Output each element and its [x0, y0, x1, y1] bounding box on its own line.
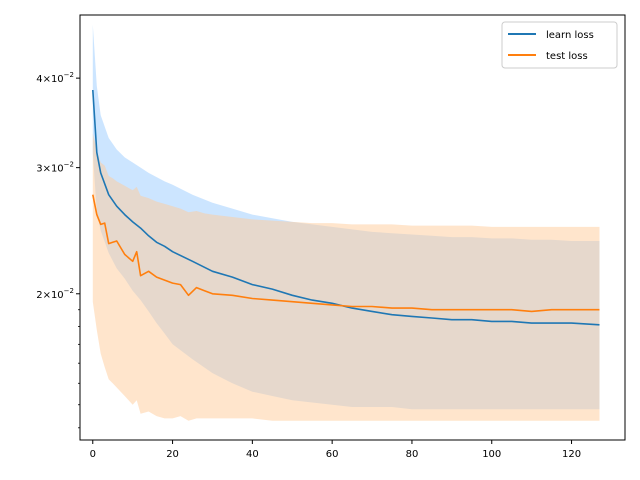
plot-frame — [79, 14, 626, 441]
x-tick-label: 20 — [166, 449, 179, 460]
confidence-bands — [92, 24, 600, 421]
y-tick-label: 2×10−2 — [36, 287, 74, 301]
line-learn-loss — [92, 89, 600, 326]
y-axis: 2×10−2 3×10−2 4×10−2 — [36, 71, 80, 429]
y-tick-label: 4×10−2 — [36, 71, 74, 85]
line-test-loss — [92, 194, 600, 313]
legend: learn loss test loss — [501, 21, 618, 69]
x-tick-label: 120 — [562, 449, 581, 460]
legend-label-test-loss: test loss — [546, 51, 588, 62]
x-tick-label: 0 — [90, 449, 96, 460]
band-test-loss — [92, 133, 600, 421]
series-lines — [92, 89, 600, 326]
x-tick-label: 60 — [326, 449, 339, 460]
y-tick-label: 3×10−2 — [36, 161, 74, 175]
x-tick-label: 80 — [406, 449, 419, 460]
x-axis: 0 20 40 60 80 100 120 — [90, 440, 581, 460]
x-tick-label: 40 — [246, 449, 259, 460]
x-tick-label: 100 — [482, 449, 501, 460]
legend-label-learn-loss: learn loss — [546, 30, 594, 41]
